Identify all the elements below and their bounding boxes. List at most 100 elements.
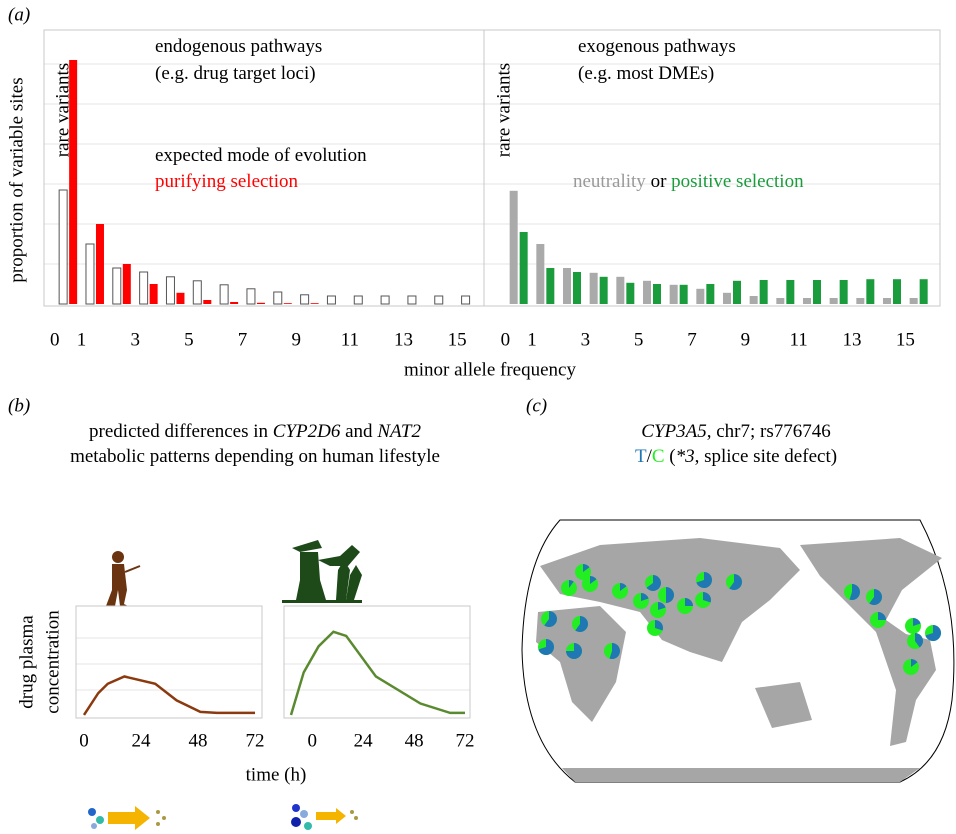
annotation: (e.g. drug target loci) [155, 63, 316, 84]
bar [760, 280, 768, 304]
bar [590, 273, 598, 304]
bar [311, 303, 319, 304]
panel-title: T/C (*3, splice site defect) [635, 446, 837, 467]
panel-label: (c) [526, 395, 547, 416]
y-axis-title: concentration [42, 610, 63, 714]
bar [600, 277, 608, 304]
panel-title-part: NAT2 [376, 421, 421, 442]
bar [257, 303, 265, 304]
annotation: purifying selection [155, 171, 298, 192]
annotation: expected mode of evolution [155, 145, 367, 166]
panel-title-part: CYP2D6 [273, 421, 341, 442]
x-axis-title: time (h) [246, 764, 307, 785]
x-tick-label: 48 [405, 730, 424, 751]
x-tick-label: 7 [238, 329, 248, 350]
panel-title-part: C [652, 446, 665, 467]
x-tick-label: 13 [843, 329, 862, 350]
bar [563, 268, 571, 304]
annotation: exogenous pathways [578, 36, 736, 57]
annotation-part: endogenous pathways [155, 36, 322, 57]
bar [193, 281, 201, 304]
bar [327, 296, 335, 304]
x-tick-label: 48 [189, 730, 208, 751]
x-tick-label: 0 [501, 329, 511, 350]
line [291, 632, 465, 715]
panel-title-part: *3 [676, 446, 695, 467]
bar [680, 285, 688, 304]
panel-label: (a) [8, 4, 30, 25]
bar [354, 296, 362, 304]
bar [813, 280, 821, 304]
annotation-part: neutrality [573, 171, 646, 192]
bar [573, 272, 581, 304]
plot-frame [284, 606, 470, 718]
panel-title: CYP3A5, chr7; rs776746 [641, 421, 830, 442]
x-tick-label: 24 [132, 730, 152, 751]
bar [301, 295, 309, 304]
x-tick-label: 1 [527, 329, 537, 350]
bar [653, 284, 661, 304]
bar [706, 284, 714, 304]
x-tick-label: 15 [896, 329, 915, 350]
bar [536, 244, 544, 304]
bar [893, 279, 901, 304]
x-tick-label: 15 [448, 329, 467, 350]
bar [803, 298, 811, 304]
bar [247, 289, 255, 304]
bar-note: rare variants [52, 63, 73, 157]
panel-title-part: , chr7; rs776746 [707, 421, 831, 442]
panel-title: predicted differences in CYP2D6 and NAT2 [89, 421, 421, 442]
x-tick-label: 9 [291, 329, 301, 350]
panel-title-part: ( [665, 446, 676, 467]
bar [203, 300, 211, 304]
bar [670, 285, 678, 304]
bar [723, 293, 731, 304]
annotation: endogenous pathways [155, 36, 322, 57]
x-tick-label: 72 [246, 730, 265, 751]
x-tick-label: 7 [687, 329, 697, 350]
bar [140, 272, 148, 304]
x-tick-label: 3 [581, 329, 591, 350]
figure: 013579111315endogenous pathways(e.g. dru… [0, 0, 956, 834]
farmer-icon [282, 540, 362, 603]
plot-frame [76, 606, 262, 718]
annotation-part: purifying selection [155, 171, 298, 192]
bar [626, 283, 634, 304]
bar [750, 296, 758, 304]
line [84, 676, 255, 714]
y-axis-title: proportion of variable sites [6, 77, 27, 282]
panel-title-part: and [340, 421, 377, 442]
bar [866, 279, 874, 304]
bar [462, 296, 470, 304]
bar [830, 298, 838, 304]
x-tick-label: 0 [50, 329, 60, 350]
bar [123, 264, 131, 304]
world-map [522, 520, 954, 782]
bar [408, 296, 416, 304]
bar [643, 281, 651, 304]
x-tick-label: 9 [741, 329, 751, 350]
x-axis-title: minor allele frequency [404, 359, 576, 380]
x-tick-label: 72 [456, 730, 475, 751]
bar [435, 296, 443, 304]
annotation-part: expected mode of evolution [155, 145, 367, 166]
bar [786, 280, 794, 304]
annotation-part: exogenous pathways [578, 36, 736, 57]
bar [910, 298, 918, 304]
panel-title-part: , splice site defect) [695, 446, 837, 467]
bar [96, 224, 104, 304]
bar [546, 268, 554, 304]
bar [274, 292, 282, 304]
bar [113, 268, 121, 304]
panel-title: metabolic patterns depending on human li… [70, 446, 440, 467]
bar [520, 232, 528, 304]
hunter-icon [106, 551, 140, 606]
panel-title-part: T [635, 446, 647, 467]
x-tick-label: 0 [79, 730, 89, 751]
bar-note: rare variants [493, 63, 514, 157]
x-tick-label: 0 [307, 730, 317, 751]
metabolism-icon [88, 804, 358, 830]
bar [840, 280, 848, 304]
bar [230, 302, 238, 304]
x-tick-label: 5 [184, 329, 194, 350]
